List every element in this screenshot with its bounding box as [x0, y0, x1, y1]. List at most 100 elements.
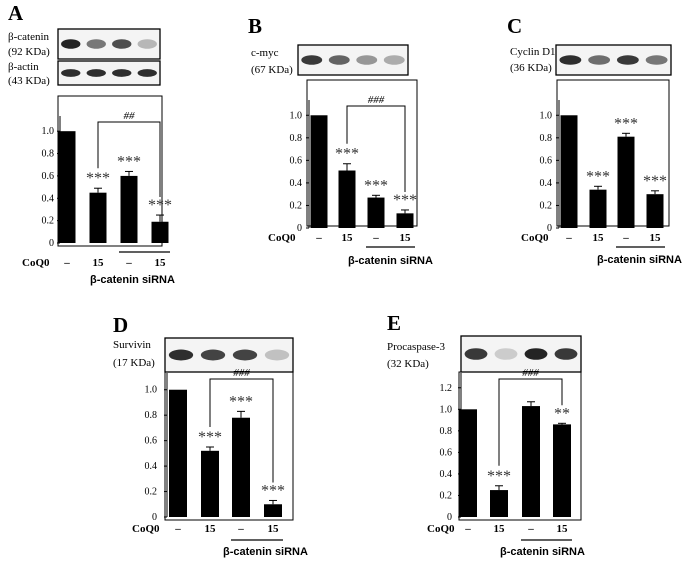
blot-band: [137, 69, 157, 77]
blot-size: (92 KDa): [8, 46, 50, 58]
plot-frame: [306, 79, 418, 227]
blot-strip: [555, 44, 672, 76]
treatment-label: CoQ0: [268, 232, 296, 244]
significance-label: ***: [643, 173, 667, 190]
x-tick-label: –: [565, 232, 572, 244]
x-tick-label: 15: [155, 257, 167, 269]
y-tick-label: 0.2: [42, 216, 55, 227]
x-tick-label: 15: [400, 232, 412, 244]
blot-band: [112, 39, 132, 49]
y-tick-label: 0.4: [42, 193, 55, 204]
significance-label: ***: [487, 468, 511, 485]
y-tick-label: 0.4: [540, 178, 553, 189]
blot-band: [137, 39, 157, 49]
y-tick-label: 0.6: [440, 447, 453, 458]
x-tick-label: –: [372, 232, 379, 244]
comparison-bracket: [498, 378, 563, 466]
y-tick-label: 1.2: [440, 383, 453, 394]
comparison-bracket: [346, 105, 406, 192]
significance-label: ***: [229, 393, 253, 410]
y-tick-label: 1.0: [540, 110, 553, 121]
significance-label: ***: [198, 429, 222, 446]
significance-label: ***: [364, 177, 388, 194]
panel-a: Aβ-catenin (92 KDa) β-actin (43 KDa) 0 0.2 0.4…: [8, 1, 175, 286]
blot-band: [264, 349, 290, 361]
significance-label: ***: [393, 192, 417, 209]
treatment-label: CoQ0: [521, 232, 549, 244]
blot-band: [645, 55, 668, 65]
x-tick-label: –: [237, 523, 244, 535]
bar: [120, 175, 138, 243]
bar: [522, 406, 540, 517]
treatment-label: CoQ0: [132, 523, 160, 535]
x-tick-label: –: [622, 232, 629, 244]
plot-frame: [57, 95, 163, 247]
bar: [264, 504, 282, 517]
significance-label: ***: [614, 115, 638, 132]
x-tick-label: –: [63, 257, 70, 269]
x-tick-label: –: [464, 523, 471, 535]
blot-band: [86, 39, 106, 49]
bar: [151, 221, 169, 243]
significance-label: ***: [86, 170, 110, 187]
panel-letter: C: [507, 14, 522, 38]
significance-label: ***: [586, 168, 610, 185]
blot-band: [464, 348, 488, 360]
bar: [589, 189, 607, 228]
blot-name: Cyclin D1: [510, 46, 556, 58]
y-tick-label: 0: [447, 512, 452, 523]
x-tick-label: 15: [342, 232, 354, 244]
x-tick-label: –: [527, 523, 534, 535]
comparison-label: ###: [233, 367, 250, 379]
y-tick-label: 0.8: [290, 133, 303, 144]
blot-band: [554, 348, 578, 360]
bar: [646, 194, 664, 228]
significance-label: ***: [335, 146, 359, 163]
y-tick-label: 0.2: [540, 200, 553, 211]
x-tick-label: 15: [205, 523, 217, 535]
blot-band: [301, 55, 323, 65]
x-tick-label: 15: [494, 523, 506, 535]
y-tick-label: 0.4: [290, 178, 303, 189]
bar: [232, 417, 250, 517]
bar: [58, 131, 76, 243]
blot-size: (17 KDa): [113, 357, 155, 369]
comparison-label: ###: [368, 94, 385, 106]
comparison-label: ##: [124, 110, 136, 122]
panel-d: D Survivin (17 KDa) 0 0.2 0.4 0.6 0.8 1.0 *** *** *…: [113, 313, 308, 558]
x-tick-label: 15: [93, 257, 105, 269]
y-tick-label: 0.8: [145, 410, 158, 421]
x-tick-label: 15: [557, 523, 569, 535]
x-tick-label: –: [125, 257, 132, 269]
y-tick-label: 0.6: [290, 155, 303, 166]
bar: [89, 192, 107, 243]
comparison-label: ###: [522, 367, 539, 379]
plot-frame: [164, 371, 294, 521]
sirna-label: β-catenin siRNA: [90, 274, 175, 286]
blot-name: β-actin: [8, 61, 39, 73]
bar: [560, 115, 578, 228]
bar: [338, 170, 356, 228]
blot-band: [524, 348, 548, 360]
blot-name: Procaspase-3: [387, 341, 446, 353]
blot-band: [588, 55, 611, 65]
blot-strip: [460, 335, 582, 373]
panel-letter: E: [387, 311, 401, 335]
treatment-label: CoQ0: [22, 257, 50, 269]
y-tick-label: 0.8: [42, 149, 55, 160]
blot-band: [61, 69, 81, 77]
y-tick-label: 1.0: [290, 110, 303, 121]
sirna-label: β-catenin siRNA: [223, 546, 308, 558]
panel-b: Bc-myc (67 KDa) 0 0.2 0.4 0.6 0.8 1.0 *** *** *** #…: [248, 14, 433, 267]
blot-band: [200, 349, 226, 361]
x-tick-label: 15: [593, 232, 605, 244]
blot-band: [61, 39, 81, 49]
sirna-label: β-catenin siRNA: [348, 255, 433, 267]
significance-label: ***: [117, 153, 141, 170]
blot-band: [232, 349, 258, 361]
y-tick-label: 0.2: [440, 490, 453, 501]
blot-band: [86, 69, 106, 77]
y-tick-label: 1.0: [42, 126, 55, 137]
bar: [367, 197, 385, 228]
